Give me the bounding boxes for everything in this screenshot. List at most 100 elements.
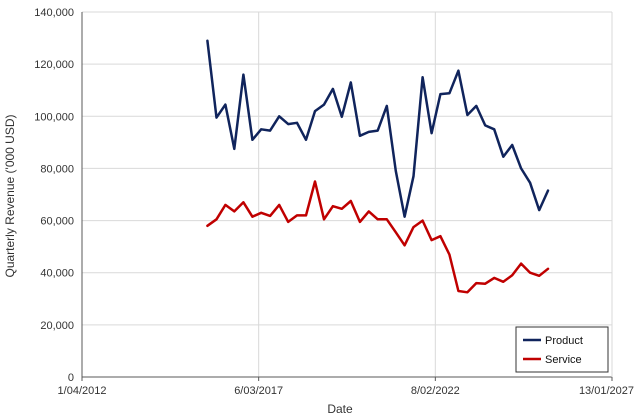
data-point-product <box>466 114 468 116</box>
data-point-product <box>251 139 253 141</box>
data-point-service <box>296 214 298 216</box>
legend: Product Service <box>515 326 609 373</box>
data-point-service <box>484 283 486 285</box>
x-tick-label: 8/02/2022 <box>411 385 460 397</box>
data-point-product <box>547 189 549 191</box>
series-line-service <box>206 180 550 294</box>
data-point-product <box>386 105 388 107</box>
data-point-service <box>242 201 244 203</box>
data-point-product <box>242 73 244 75</box>
data-point-service <box>278 204 280 206</box>
legend-label-service: Service <box>545 354 582 366</box>
y-tick-label: 20,000 <box>40 320 74 332</box>
x-tick-label: 6/03/2017 <box>234 385 283 397</box>
x-axis-title: Date <box>327 402 353 416</box>
data-point-service <box>520 262 522 264</box>
data-point-product <box>287 123 289 125</box>
data-point-service <box>305 214 307 216</box>
data-point-product <box>493 128 495 130</box>
data-point-product <box>377 129 379 131</box>
data-point-product <box>511 144 513 146</box>
data-point-product <box>359 135 361 137</box>
data-point-product <box>368 131 370 133</box>
data-point-product <box>233 148 235 150</box>
data-point-product <box>529 182 531 184</box>
y-tick-label: 60,000 <box>40 216 74 228</box>
data-point-service <box>511 274 513 276</box>
data-point-service <box>475 282 477 284</box>
y-tick-label: 120,000 <box>34 59 74 71</box>
data-point-service <box>493 277 495 279</box>
tick-labels: 0 20,000 40,000 60,000 80,000 100,000 120,000 1… <box>34 7 634 397</box>
data-point-product <box>475 105 477 107</box>
x-tick-label: 13/01/2027 <box>579 385 634 397</box>
data-point-product <box>412 175 414 177</box>
data-point-service <box>412 226 414 228</box>
data-point-service <box>233 210 235 212</box>
data-point-service <box>538 275 540 277</box>
y-axis-title: Quarterly Revenue ('000 USD) <box>3 114 17 277</box>
data-point-product <box>296 122 298 124</box>
data-point-product <box>332 88 334 90</box>
data-point-service <box>350 200 352 202</box>
data-point-product <box>395 170 397 172</box>
data-point-product <box>502 156 504 158</box>
y-tick-label: 100,000 <box>34 111 74 123</box>
data-point-product <box>439 93 441 95</box>
data-point-service <box>529 272 531 274</box>
data-point-service <box>395 231 397 233</box>
data-point-service <box>215 218 217 220</box>
legend-box <box>515 326 609 373</box>
data-point-service <box>287 221 289 223</box>
data-point-product <box>305 139 307 141</box>
data-point-service <box>323 218 325 220</box>
axes <box>81 12 613 381</box>
data-point-product <box>215 116 217 118</box>
data-point-product <box>520 167 522 169</box>
data-point-product <box>403 216 405 218</box>
series-layer <box>206 39 550 294</box>
data-point-product <box>278 115 280 117</box>
data-point-service <box>386 218 388 220</box>
data-point-service <box>377 218 379 220</box>
data-point-product <box>448 92 450 94</box>
y-tick-label: 140,000 <box>34 7 74 19</box>
data-point-product <box>341 116 343 118</box>
data-point-product <box>484 124 486 126</box>
data-point-service <box>502 281 504 283</box>
series-line-product <box>206 39 550 218</box>
data-point-service <box>332 205 334 207</box>
data-point-service <box>547 268 549 270</box>
x-tick-label: 1/04/2012 <box>58 385 107 397</box>
data-point-product <box>538 209 540 211</box>
data-point-product <box>323 103 325 105</box>
data-point-service <box>466 291 468 293</box>
data-point-product <box>421 76 423 78</box>
data-point-product <box>314 110 316 112</box>
data-point-product <box>350 81 352 83</box>
data-point-service <box>251 216 253 218</box>
data-point-service <box>341 208 343 210</box>
data-point-product <box>206 40 208 42</box>
legend-label-product: Product <box>545 335 583 347</box>
data-point-service <box>457 290 459 292</box>
data-point-service <box>314 180 316 182</box>
y-tick-label: 40,000 <box>40 268 74 280</box>
data-point-product <box>224 103 226 105</box>
y-tick-label: 0 <box>68 372 74 384</box>
data-point-service <box>448 253 450 255</box>
data-point-service <box>224 204 226 206</box>
data-point-service <box>260 212 262 214</box>
data-point-product <box>457 70 459 72</box>
data-point-service <box>421 219 423 221</box>
data-point-product <box>260 128 262 130</box>
data-point-product <box>269 129 271 131</box>
y-tick-label: 80,000 <box>40 163 74 175</box>
data-point-service <box>403 244 405 246</box>
data-point-service <box>368 210 370 212</box>
data-point-service <box>439 235 441 237</box>
data-point-product <box>430 132 432 134</box>
data-point-service <box>359 221 361 223</box>
data-point-service <box>430 239 432 241</box>
